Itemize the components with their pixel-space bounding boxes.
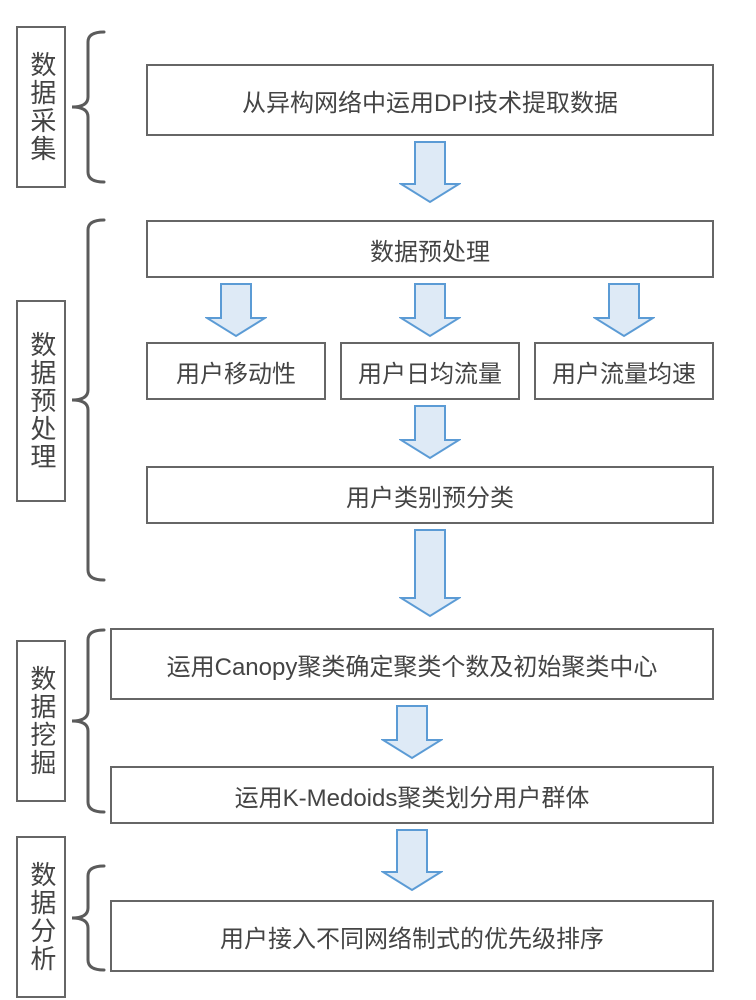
box-pre-classify: 用户类别预分类 [146,466,714,524]
diagram-canvas: 数据采集数据预处理数据挖掘数据分析从异构网络中运用DPI技术提取数据数据预处理用… [0,0,756,1000]
box-priority-order: 用户接入不同网络制式的优先级排序 [110,900,714,972]
arrow-a1 [399,140,461,204]
box-user-mobility: 用户移动性 [146,342,326,400]
arrow-a5 [381,704,443,760]
brace-data-analysis [70,864,106,972]
arrow-a6 [381,828,443,892]
box-user-flow-speed: 用户流量均速 [534,342,714,400]
box-extract-dpi: 从异构网络中运用DPI技术提取数据 [146,64,714,136]
box-preprocess: 数据预处理 [146,220,714,278]
brace-data-mining [70,628,106,814]
stage-label-data-mining: 数据挖掘 [16,640,66,802]
arrow-a2c [399,282,461,338]
box-user-daily-flow: 用户日均流量 [340,342,520,400]
box-canopy: 运用Canopy聚类确定聚类个数及初始聚类中心 [110,628,714,700]
brace-data-preproc [70,218,106,582]
box-kmedoids: 运用K-Medoids聚类划分用户群体 [110,766,714,824]
stage-label-data-analysis: 数据分析 [16,836,66,998]
stage-label-data-preproc: 数据预处理 [16,300,66,502]
brace-data-collect [70,30,106,184]
arrow-a2r [593,282,655,338]
arrow-a4 [399,528,461,618]
arrow-a2l [205,282,267,338]
stage-label-data-collect: 数据采集 [16,26,66,188]
arrow-a3 [399,404,461,460]
